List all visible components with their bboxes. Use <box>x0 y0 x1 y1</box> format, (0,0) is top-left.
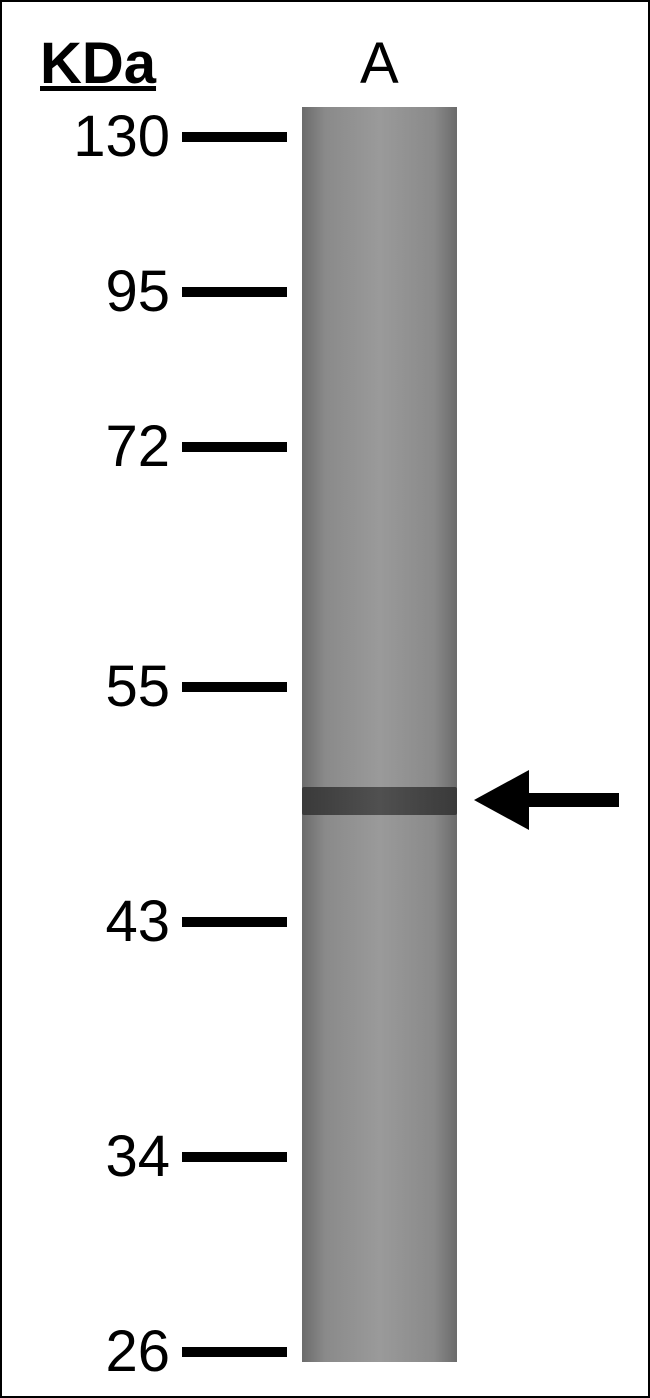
marker-tick-4 <box>182 917 287 927</box>
marker-label-4: 43 <box>50 888 170 955</box>
marker-tick-1 <box>182 287 287 297</box>
marker-label-5: 34 <box>50 1123 170 1190</box>
marker-tick-3 <box>182 682 287 692</box>
gel-lane <box>302 107 457 1362</box>
marker-tick-0 <box>182 132 287 142</box>
marker-tick-5 <box>182 1152 287 1162</box>
marker-tick-2 <box>182 442 287 452</box>
marker-label-1: 95 <box>50 258 170 325</box>
marker-label-2: 72 <box>50 413 170 480</box>
marker-label-3: 55 <box>50 653 170 720</box>
units-label: KDa <box>40 30 156 97</box>
arrow-head-icon <box>474 770 529 830</box>
marker-label-0: 130 <box>50 103 170 170</box>
arrow-shaft <box>529 793 619 807</box>
marker-tick-6 <box>182 1347 287 1357</box>
lane-label: A <box>360 30 399 97</box>
marker-label-6: 26 <box>50 1318 170 1385</box>
protein-band <box>302 787 457 815</box>
